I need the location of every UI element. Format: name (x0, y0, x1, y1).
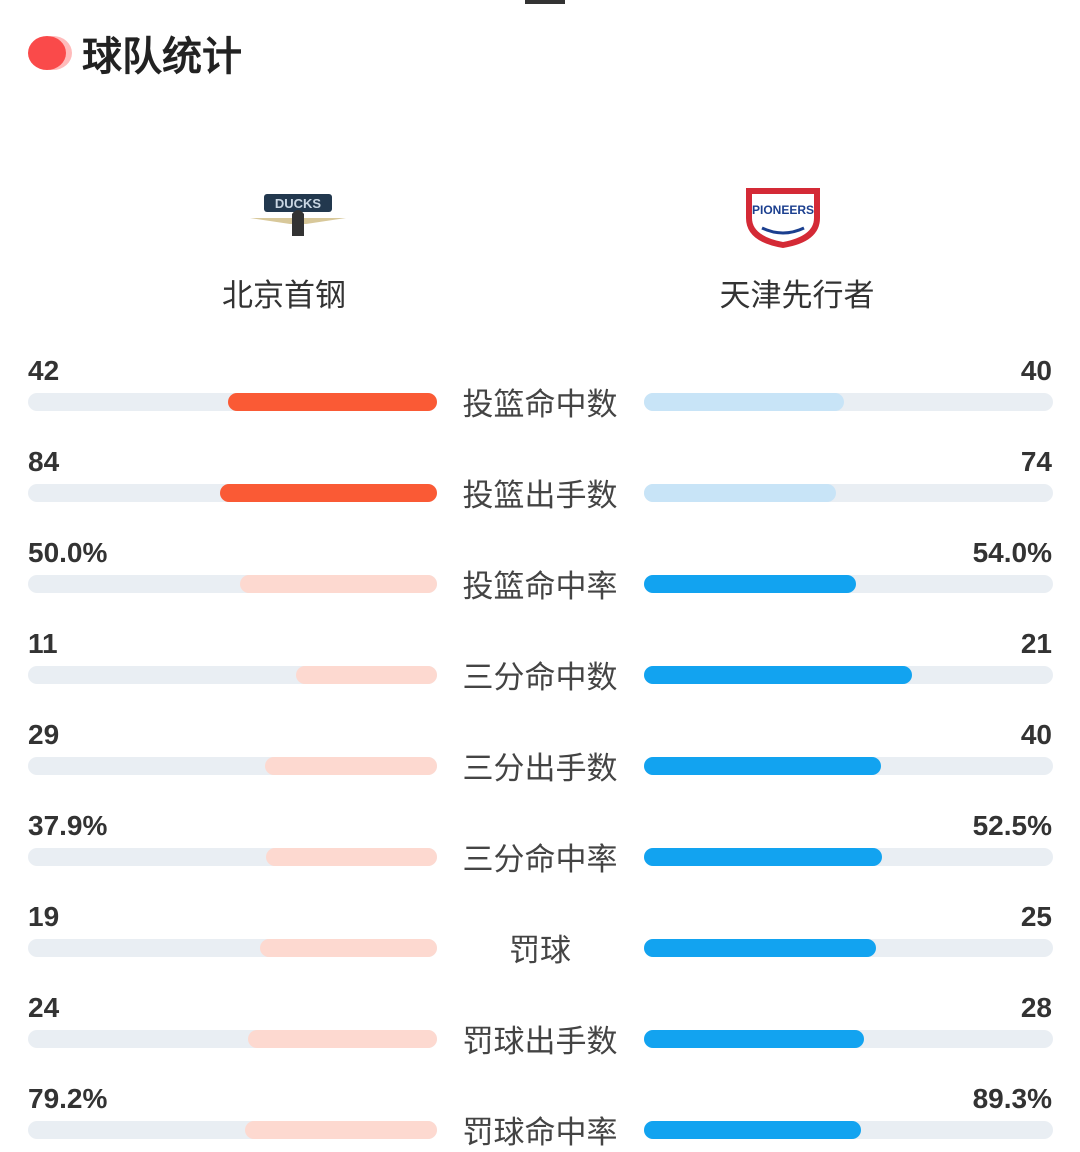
team-name: 天津先行者 (719, 278, 875, 314)
stat-label: 三分命中率 (462, 842, 618, 878)
right-value: 28 (1020, 992, 1052, 1023)
stat-label: 三分命中数 (462, 660, 618, 696)
left-value: 11 (28, 628, 58, 659)
logo-text: DUCKS (275, 196, 322, 211)
right-value: 74 (1020, 446, 1052, 477)
stat-label: 罚球 (509, 933, 571, 969)
left-bar (227, 393, 437, 411)
left-bar (240, 575, 437, 593)
right-value: 25 (1020, 901, 1052, 932)
left-value: 19 (28, 901, 60, 932)
left-bar (260, 939, 437, 957)
right-bar (644, 1030, 865, 1048)
right-value: 40 (1020, 355, 1052, 386)
stat-label: 投篮出手数 (462, 478, 618, 514)
left-value: 37.9% (28, 810, 108, 841)
stat-label: 罚球出手数 (462, 1024, 618, 1060)
logo-text: PIONEERS (752, 203, 814, 217)
right-value: 89.3% (972, 1083, 1052, 1114)
title-dot (28, 36, 66, 70)
right-value: 40 (1020, 719, 1052, 750)
top-handle (525, 0, 565, 4)
right-bar (644, 757, 882, 775)
left-value: 79.2% (28, 1083, 108, 1114)
left-bar (244, 1121, 437, 1139)
stat-label: 三分出手数 (462, 751, 618, 787)
right-value: 21 (1020, 628, 1052, 659)
left-bar (265, 757, 437, 775)
left-value: 84 (28, 446, 60, 477)
left-logo: DUCKS (250, 194, 346, 236)
right-bar (644, 1121, 861, 1139)
stat-label: 罚球命中率 (462, 1115, 618, 1151)
right-bar (644, 848, 882, 866)
right-logo: PIONEERS (746, 188, 820, 248)
left-bar (296, 666, 437, 684)
right-value: 52.5% (972, 810, 1052, 841)
left-value: 50.0% (28, 537, 108, 568)
right-bar (644, 666, 913, 684)
stat-label: 投篮命中率 (462, 569, 618, 605)
left-bar (219, 484, 437, 502)
left-bar (265, 848, 437, 866)
right-value: 54.0% (972, 537, 1052, 568)
stat-label: 投篮命中数 (462, 387, 618, 423)
right-bar (644, 939, 877, 957)
right-bar (644, 484, 836, 502)
left-value: 29 (28, 719, 60, 750)
team-name: 北京首钢 (222, 278, 346, 314)
left-value: 42 (28, 355, 60, 386)
left-bar (248, 1030, 437, 1048)
left-value: 24 (28, 992, 60, 1023)
page-title: 球队统计 (82, 34, 242, 80)
right-bar (644, 575, 857, 593)
right-bar (644, 393, 844, 411)
